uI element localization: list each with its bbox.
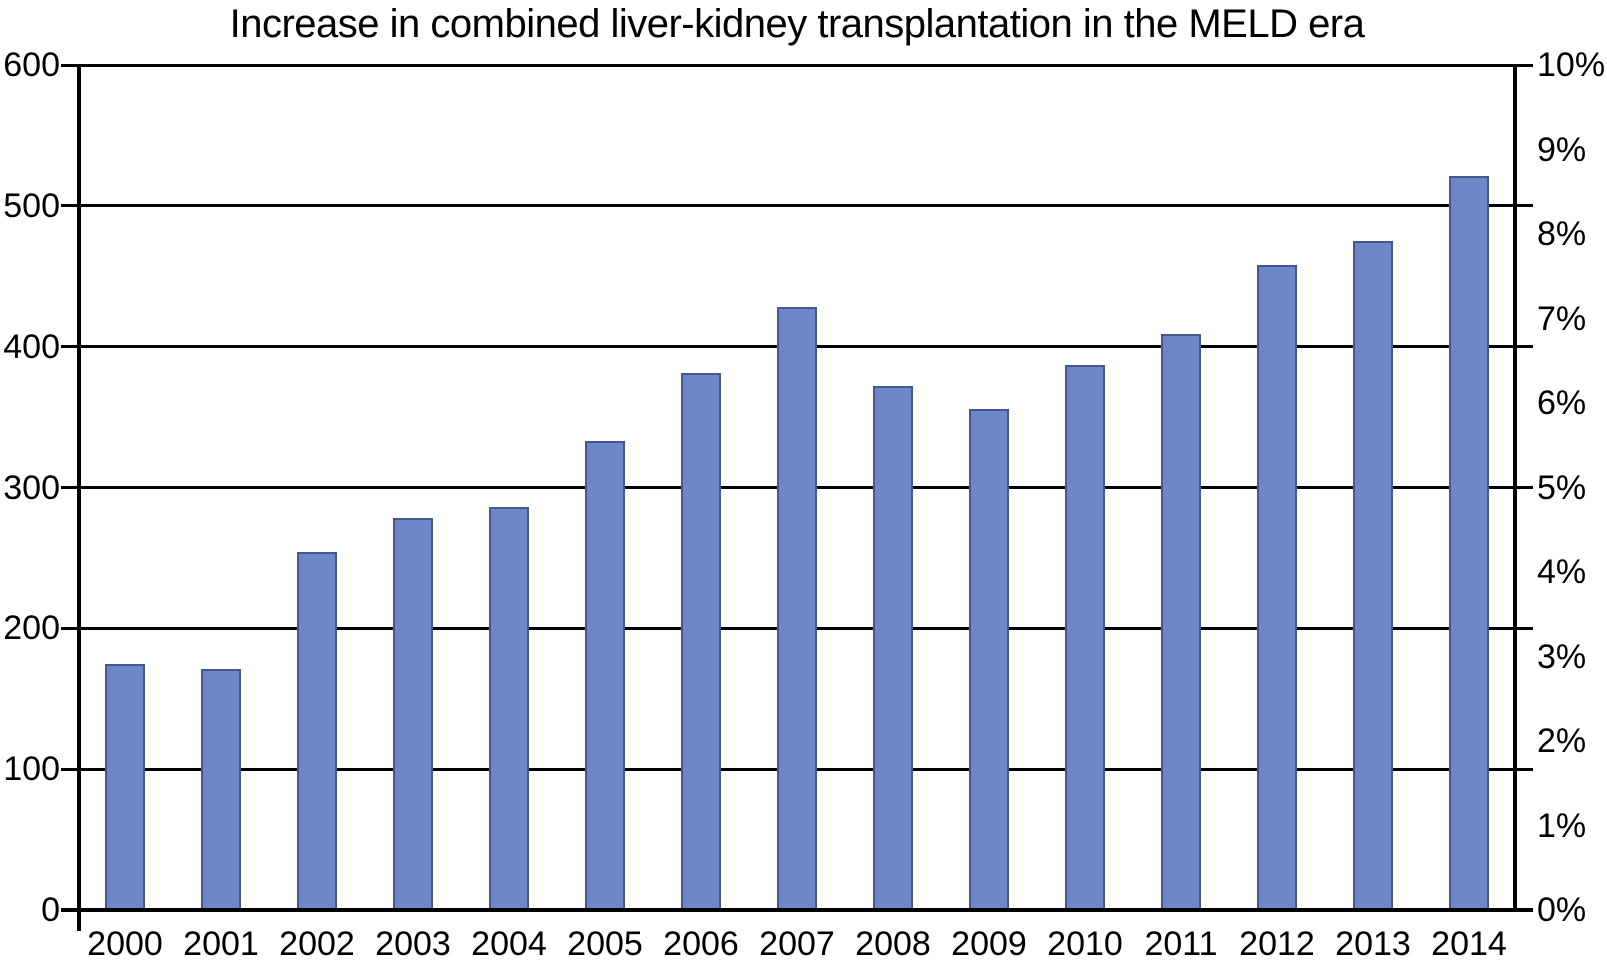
x-axis-tick-label: 2008: [855, 925, 931, 963]
x-axis-tick-label: 2005: [567, 925, 643, 963]
left-axis-line: [77, 65, 81, 931]
y-axis-left-tick-label: 500: [3, 186, 60, 225]
bar: [1353, 241, 1393, 910]
y-axis-right-tick-label: 1%: [1537, 806, 1587, 845]
gridline: [61, 63, 1533, 67]
y-axis-left-tick-label: 100: [3, 750, 60, 789]
y-axis-left-tick-label: 600: [3, 46, 60, 84]
y-axis-right-tick-label: 0%: [1537, 891, 1587, 929]
y-axis-left-tick-label: 400: [3, 327, 60, 366]
bar: [969, 408, 1009, 910]
y-axis-right-tick-label: 4%: [1537, 553, 1587, 591]
y-axis-right-tick-label: 8%: [1537, 215, 1587, 253]
y-axis-right-tick-label: 2%: [1537, 722, 1587, 760]
x-axis-tick-label: 2001: [183, 925, 259, 963]
bar: [585, 441, 625, 910]
x-axis-tick-label: 2012: [1239, 925, 1315, 963]
x-axis-tick-label: 2002: [279, 925, 355, 963]
x-axis-tick-label: 2000: [87, 925, 163, 963]
bar: [201, 669, 241, 910]
x-axis-tick-label: 2004: [471, 925, 547, 963]
x-axis-tick-label: 2011: [1144, 925, 1218, 963]
gridline: [61, 204, 1533, 208]
x-axis-tick-label: 2007: [759, 925, 835, 963]
right-axis-line: [1513, 65, 1517, 912]
bar: [1161, 333, 1201, 910]
bar: [1257, 264, 1297, 910]
y-axis-right-tick-label: 9%: [1537, 130, 1587, 169]
x-axis-line: [61, 908, 1533, 912]
y-axis-right-tick-label: 6%: [1537, 384, 1587, 422]
x-axis-tick-label: 2013: [1335, 925, 1411, 963]
y-axis-right-tick-label: 10%: [1537, 46, 1606, 84]
x-axis-tick-label: 2014: [1431, 925, 1507, 963]
y-axis-left-tick-label: 200: [3, 609, 60, 648]
y-axis-right-tick-label: 7%: [1537, 299, 1587, 338]
x-axis-tick-label: 2009: [951, 925, 1027, 963]
x-axis-tick-label: 2010: [1047, 925, 1123, 963]
bar: [489, 507, 529, 910]
x-axis-tick-label: 2006: [663, 925, 739, 963]
bar: [777, 307, 817, 910]
bar: [681, 373, 721, 910]
y-axis-right-tick-label: 3%: [1537, 637, 1587, 676]
x-axis-tick-label: 2003: [375, 925, 451, 963]
y-axis-left-tick-label: 300: [3, 468, 60, 507]
bar: [1449, 176, 1489, 910]
y-axis-right-tick-label: 5%: [1537, 468, 1587, 507]
y-axis-left-tick-label: 0: [41, 891, 60, 929]
bar: [873, 386, 913, 910]
bar: [1065, 364, 1105, 910]
bar: [105, 663, 145, 910]
chart-title: Increase in combined liver-kidney transp…: [229, 2, 1365, 46]
